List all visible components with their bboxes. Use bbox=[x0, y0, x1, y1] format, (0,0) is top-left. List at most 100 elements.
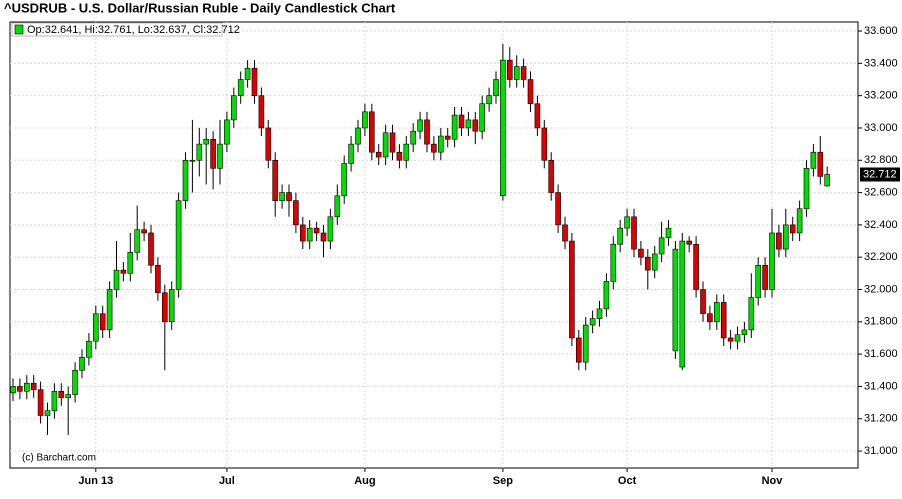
last-price-box bbox=[860, 167, 900, 182]
candle-body bbox=[113, 269, 120, 290]
candle-body bbox=[776, 232, 782, 250]
candle-body bbox=[803, 168, 810, 210]
candle-body bbox=[389, 132, 396, 153]
candle-body bbox=[10, 386, 16, 394]
candle-body bbox=[541, 127, 548, 161]
candle-body bbox=[631, 216, 637, 250]
candle-body bbox=[410, 130, 417, 145]
candle-body bbox=[569, 240, 575, 339]
candle-body bbox=[189, 159, 196, 162]
y-tick-label: 33.000 bbox=[864, 122, 898, 134]
candle-body bbox=[424, 119, 430, 145]
candle-body bbox=[93, 313, 99, 342]
candle-body bbox=[286, 192, 292, 201]
x-tick-label: Sep bbox=[493, 475, 513, 487]
candle-body bbox=[513, 66, 520, 80]
credit: (c) Barchart.com bbox=[22, 453, 96, 464]
candle-body bbox=[548, 159, 555, 193]
legend-swatch bbox=[14, 24, 24, 35]
candle-body bbox=[417, 119, 423, 132]
candle-body bbox=[479, 103, 486, 132]
candle-body bbox=[293, 200, 299, 226]
candle-body bbox=[603, 281, 610, 310]
candle-body bbox=[168, 289, 175, 323]
candle-body bbox=[17, 386, 23, 392]
candle-body bbox=[824, 174, 831, 187]
candle-body bbox=[644, 256, 651, 271]
candle-body bbox=[672, 248, 679, 352]
candle-body bbox=[575, 337, 582, 363]
candle-body bbox=[527, 79, 534, 105]
x-tick-label: Oct bbox=[618, 475, 637, 487]
candle-body bbox=[334, 195, 341, 218]
candle-body bbox=[472, 119, 479, 132]
y-tick-label: 32.000 bbox=[864, 283, 898, 295]
candle-body bbox=[465, 119, 472, 129]
candle-body bbox=[741, 329, 748, 336]
x-tick-label: Nov bbox=[762, 475, 784, 487]
candle-body bbox=[72, 369, 78, 395]
candle-body bbox=[320, 232, 327, 242]
candle-body bbox=[106, 289, 113, 331]
candle-body bbox=[500, 59, 506, 197]
candle-body bbox=[520, 66, 527, 80]
candle-body bbox=[44, 410, 51, 416]
candle-body bbox=[231, 95, 237, 121]
candle-body bbox=[327, 216, 334, 242]
candle-body bbox=[155, 264, 161, 294]
candle-body bbox=[686, 240, 693, 245]
candle-body bbox=[148, 232, 154, 266]
candle-body bbox=[272, 159, 279, 201]
y-tick-label: 31.400 bbox=[864, 380, 898, 392]
x-tick-label: Aug bbox=[354, 475, 375, 487]
candle-body bbox=[596, 308, 603, 319]
candle-body bbox=[727, 337, 734, 342]
candle-body bbox=[582, 324, 589, 363]
chart-title: ^USDRUB - U.S. Dollar/Russian Ruble - Da… bbox=[4, 0, 396, 15]
candle-body bbox=[431, 143, 437, 153]
y-tick-label: 33.600 bbox=[864, 25, 898, 37]
candle-body bbox=[458, 114, 465, 129]
candle-body bbox=[762, 264, 768, 290]
candle-body bbox=[244, 67, 251, 80]
candle-body bbox=[617, 227, 624, 245]
candle-body bbox=[306, 227, 313, 242]
candle-body bbox=[23, 382, 30, 392]
candle-body bbox=[237, 79, 244, 96]
candle-body bbox=[182, 159, 189, 201]
candle-body bbox=[658, 237, 665, 255]
legend-box bbox=[11, 22, 223, 37]
candle-body bbox=[493, 79, 499, 96]
candle-body bbox=[279, 192, 285, 201]
candle-body bbox=[589, 318, 596, 326]
candle-body bbox=[734, 334, 741, 342]
candle-body bbox=[679, 240, 686, 368]
candle-body bbox=[610, 243, 617, 282]
candle-body bbox=[486, 95, 492, 105]
candle-body bbox=[707, 313, 713, 323]
y-tick-label: 31.000 bbox=[864, 445, 898, 457]
candle-body bbox=[127, 252, 134, 274]
candle-body bbox=[210, 138, 216, 169]
y-tick-label: 31.200 bbox=[864, 413, 898, 425]
candle-body bbox=[403, 143, 410, 161]
legend-text: Op:32.641, Hi:32.761, Lo:32.637, Cl:32.7… bbox=[27, 24, 240, 36]
candle-body bbox=[362, 111, 368, 129]
y-tick-label: 32.200 bbox=[864, 251, 898, 263]
candle-body bbox=[313, 227, 320, 234]
candle-body bbox=[299, 224, 306, 242]
candle-body bbox=[382, 132, 389, 158]
candle-body bbox=[755, 264, 762, 298]
candle-body bbox=[638, 248, 644, 258]
candle-body bbox=[534, 103, 541, 129]
candle-body bbox=[348, 143, 354, 164]
y-tick-label: 33.200 bbox=[864, 90, 898, 102]
candle-body bbox=[258, 95, 265, 129]
candle-body bbox=[444, 135, 451, 140]
candle-body bbox=[555, 192, 561, 226]
candle-body bbox=[624, 216, 630, 229]
candle-body bbox=[134, 229, 140, 253]
candle-body bbox=[651, 253, 658, 271]
candle-body bbox=[748, 297, 755, 331]
candle-body bbox=[251, 67, 258, 96]
